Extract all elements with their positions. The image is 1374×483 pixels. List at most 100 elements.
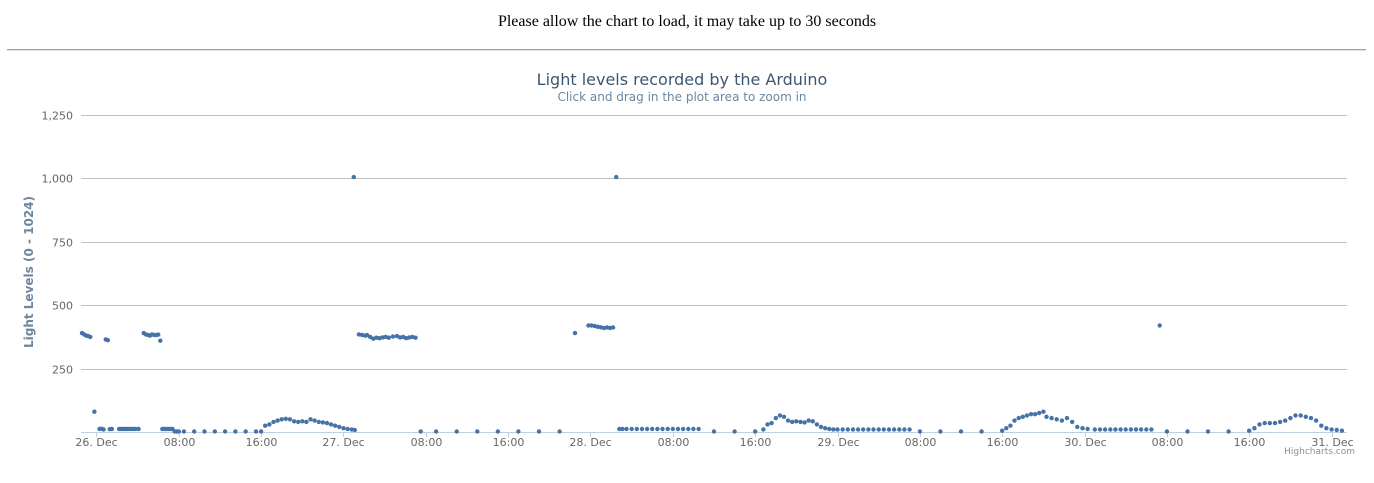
data-point[interactable]: [814, 422, 820, 427]
data-point[interactable]: [732, 429, 737, 434]
data-point[interactable]: [881, 427, 886, 432]
data-point[interactable]: [1272, 420, 1278, 426]
data-point[interactable]: [891, 427, 897, 432]
data-point[interactable]: [136, 426, 141, 432]
data-point[interactable]: [634, 426, 639, 432]
data-point[interactable]: [1049, 415, 1054, 421]
data-point[interactable]: [769, 420, 774, 426]
data-point[interactable]: [156, 332, 161, 337]
data-point[interactable]: [101, 427, 106, 432]
data-point[interactable]: [876, 427, 881, 432]
data-point[interactable]: [263, 423, 268, 428]
data-point[interactable]: [253, 429, 259, 434]
data-point[interactable]: [1133, 427, 1139, 432]
data-point[interactable]: [1097, 427, 1103, 432]
data-point[interactable]: [1247, 428, 1252, 433]
data-point[interactable]: [686, 426, 691, 432]
data-point[interactable]: [341, 426, 346, 431]
data-point[interactable]: [233, 429, 238, 434]
data-points[interactable]: [79, 174, 1345, 434]
data-point[interactable]: [536, 429, 542, 434]
data-point[interactable]: [665, 426, 670, 432]
data-point[interactable]: [1000, 428, 1005, 433]
data-point[interactable]: [1144, 427, 1149, 432]
data-point[interactable]: [258, 429, 264, 434]
data-point[interactable]: [1277, 419, 1283, 425]
data-point[interactable]: [1004, 426, 1009, 431]
data-point[interactable]: [818, 424, 824, 430]
data-point[interactable]: [1205, 429, 1211, 434]
data-point[interactable]: [1064, 415, 1070, 421]
data-point[interactable]: [1108, 427, 1113, 432]
data-point[interactable]: [495, 429, 501, 434]
data-point[interactable]: [610, 325, 616, 330]
data-point[interactable]: [557, 429, 562, 434]
data-point[interactable]: [212, 429, 217, 434]
data-point[interactable]: [312, 418, 317, 423]
data-point[interactable]: [835, 427, 840, 432]
data-point[interactable]: [938, 429, 943, 434]
data-point[interactable]: [753, 429, 758, 434]
data-point[interactable]: [1020, 414, 1025, 419]
data-point[interactable]: [109, 426, 115, 432]
data-point[interactable]: [902, 427, 907, 432]
data-point[interactable]: [1113, 427, 1118, 432]
data-point[interactable]: [1164, 429, 1170, 434]
data-point[interactable]: [1339, 428, 1345, 433]
data-point[interactable]: [810, 419, 815, 424]
data-point[interactable]: [390, 334, 396, 339]
data-point[interactable]: [639, 426, 645, 432]
data-point[interactable]: [1024, 413, 1030, 418]
data-point[interactable]: [1298, 413, 1303, 418]
data-point[interactable]: [1324, 426, 1329, 431]
data-point[interactable]: [1128, 427, 1134, 432]
data-point[interactable]: [92, 409, 97, 414]
data-point[interactable]: [413, 335, 418, 340]
data-point[interactable]: [624, 426, 629, 432]
data-point[interactable]: [794, 419, 799, 424]
data-point[interactable]: [781, 414, 787, 419]
data-point[interactable]: [840, 427, 845, 432]
data-point[interactable]: [1037, 410, 1042, 416]
data-point[interactable]: [790, 419, 795, 425]
data-point[interactable]: [1044, 414, 1049, 419]
data-point[interactable]: [586, 323, 591, 328]
data-point[interactable]: [418, 429, 423, 434]
data-point[interactable]: [345, 426, 350, 432]
data-point[interactable]: [660, 426, 665, 432]
data-point[interactable]: [711, 429, 717, 434]
data-point[interactable]: [614, 174, 619, 180]
data-point[interactable]: [287, 417, 293, 422]
data-point[interactable]: [827, 426, 832, 432]
data-point[interactable]: [806, 418, 811, 423]
data-point[interactable]: [386, 335, 391, 340]
data-point[interactable]: [202, 429, 207, 434]
data-point[interactable]: [617, 426, 622, 432]
data-point[interactable]: [1226, 429, 1231, 434]
data-point[interactable]: [333, 423, 338, 428]
data-point[interactable]: [650, 426, 655, 432]
data-point[interactable]: [275, 418, 280, 423]
data-point[interactable]: [283, 416, 288, 421]
data-point[interactable]: [351, 174, 356, 180]
data-point[interactable]: [1102, 427, 1108, 432]
data-point[interactable]: [1054, 417, 1059, 422]
data-point[interactable]: [1267, 420, 1273, 426]
data-point[interactable]: [352, 427, 357, 433]
data-point[interactable]: [1041, 409, 1046, 414]
data-point[interactable]: [1028, 412, 1034, 417]
data-point[interactable]: [316, 419, 321, 425]
data-point[interactable]: [320, 420, 326, 425]
data-point[interactable]: [300, 419, 305, 424]
data-point[interactable]: [308, 417, 313, 422]
data-point[interactable]: [454, 429, 459, 434]
data-point[interactable]: [761, 427, 766, 432]
data-point[interactable]: [337, 424, 342, 430]
data-point[interactable]: [802, 420, 807, 425]
data-point[interactable]: [670, 426, 675, 432]
data-point[interactable]: [1016, 415, 1021, 421]
data-point[interactable]: [861, 427, 866, 432]
data-point[interactable]: [1138, 427, 1144, 432]
data-point[interactable]: [181, 429, 187, 434]
